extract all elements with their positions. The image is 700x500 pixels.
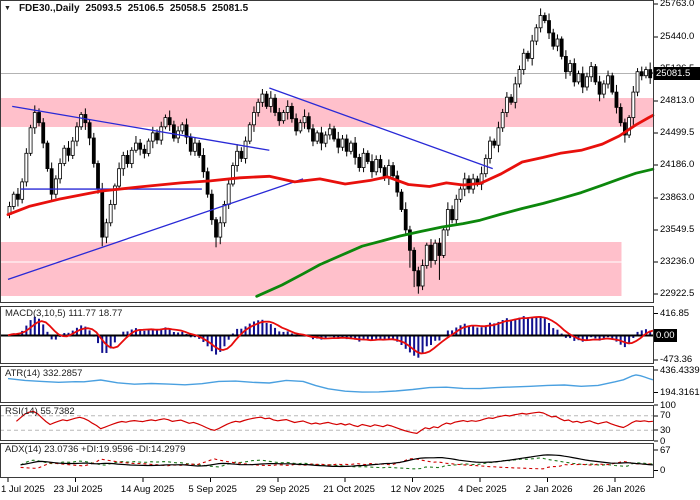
rsi-axis-label: 70 — [660, 410, 671, 422]
resistance-zone-band — [0, 98, 654, 127]
ma-red — [6, 114, 655, 216]
adx-line — [20, 454, 653, 468]
adx-title: ADX(14) 23.0736 +DI:19.9596 -DI:14.2979 — [5, 444, 186, 455]
time-axis-label: 4 Dec 2025 — [458, 484, 507, 495]
ohlc-open: 25093.5 — [85, 3, 122, 14]
chart-header: ▼ FDE30.,Daily 25093.5 25106.5 25058.5 2… — [4, 3, 248, 14]
price-axis-label: 23236.0 — [660, 256, 695, 268]
time-axis-label: 23 Jul 2025 — [53, 484, 103, 495]
adx-axis-label: 0 — [660, 464, 666, 476]
time-axis-label: 1 Jul 2025 — [1, 484, 45, 495]
rsi-axis-label: 0 — [660, 435, 666, 447]
time-axis-label: 14 Aug 2025 — [120, 484, 175, 495]
macd-signal-line — [7, 316, 654, 355]
ohlc-close: 25081.5 — [212, 3, 249, 14]
candlestick-series — [7, 8, 657, 294]
time-axis-label: 26 Jan 2026 — [592, 484, 646, 495]
rsi-axis-label: 30 — [660, 424, 671, 436]
atr-panel-border — [0, 366, 654, 403]
adx-plus-di-line — [20, 457, 653, 470]
adx-panel-border — [0, 443, 654, 478]
time-axis-label: 2 Jan 2026 — [525, 484, 573, 495]
time-axis-label: 29 Sep 2025 — [255, 484, 310, 495]
current-price-tag: 25081.5 — [654, 67, 700, 81]
ohlc-high: 25106.5 — [127, 3, 164, 14]
ohlc-low: 25058.5 — [169, 3, 206, 14]
time-scale[interactable]: 1 Jul 2025 23 Jul 2025 14 Aug 2025 5 Sep 20… — [0, 478, 700, 500]
price-scale[interactable]: 25763.025440.025126.524813.024499.524186… — [654, 0, 700, 478]
adx-axis-label: 67 — [660, 444, 671, 456]
adx-main-minus-di-line — [20, 458, 653, 470]
price-axis-label: 22922.5 — [660, 288, 695, 300]
macd-panel-border — [0, 306, 654, 364]
price-axis-label: 25440.0 — [660, 31, 695, 43]
atr-line — [7, 374, 654, 393]
price-axis-label: 24813.0 — [660, 95, 695, 107]
trendline-3 — [7, 178, 304, 281]
symbol-timeframe-label: FDE30.,Daily — [18, 3, 80, 14]
macd-histogram — [8, 316, 656, 358]
atr-axis-label: 436.4339 — [660, 364, 700, 376]
price-axis-label: 23863.0 — [660, 192, 695, 204]
rsi-line — [16, 410, 653, 434]
main-panel-border — [0, 0, 654, 303]
price-axis-label: 25763.0 — [660, 0, 695, 10]
price-axis-label: 24499.5 — [660, 127, 695, 139]
time-axis-label: 5 Sep 2025 — [188, 484, 237, 495]
atr-title: ATR(14) 332.2857 — [5, 368, 83, 379]
atr-axis-label: 194.3161 — [660, 387, 700, 399]
rsi-panel-border — [0, 405, 654, 441]
macd-title: MACD(3,10,5) 111.77 18.77 — [5, 308, 123, 319]
price-axis-label: 24186.0 — [660, 159, 695, 171]
rsi-title: RSI(14) 55.7382 — [5, 406, 75, 417]
trendline-2 — [269, 87, 493, 170]
macd-axis-label: -473.36 — [660, 354, 693, 366]
symbol-dropdown-icon[interactable]: ▼ — [4, 5, 11, 12]
price-axis-label: 23549.5 — [660, 224, 695, 236]
trendline-1 — [12, 105, 270, 151]
ma-green — [255, 167, 655, 298]
macd-axis-label: 416.85 — [660, 307, 690, 319]
rsi-axis-label: 100 — [660, 399, 676, 411]
macd-zero-tag: 0.00 — [654, 328, 677, 342]
time-axis-label: 21 Oct 2025 — [323, 484, 375, 495]
time-axis-label: 12 Nov 2025 — [390, 484, 445, 495]
